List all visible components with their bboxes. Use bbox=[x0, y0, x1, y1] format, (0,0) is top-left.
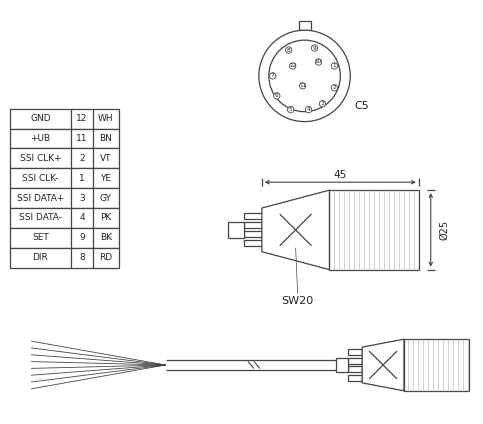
Bar bbox=[228, 222, 244, 238]
Circle shape bbox=[269, 40, 341, 112]
Text: 9: 9 bbox=[313, 46, 316, 50]
Text: SW20: SW20 bbox=[282, 296, 314, 307]
Bar bbox=[10, 248, 119, 268]
Bar bbox=[348, 357, 362, 363]
Circle shape bbox=[331, 63, 338, 69]
Circle shape bbox=[305, 106, 312, 113]
Text: 1: 1 bbox=[333, 64, 336, 68]
Text: 2: 2 bbox=[79, 154, 85, 163]
Text: 3: 3 bbox=[79, 194, 85, 203]
Circle shape bbox=[315, 59, 322, 65]
Text: DIR: DIR bbox=[32, 253, 48, 262]
Bar bbox=[348, 366, 362, 372]
Text: 5: 5 bbox=[289, 107, 293, 112]
Text: SSI DATA-: SSI DATA- bbox=[19, 213, 62, 223]
Circle shape bbox=[299, 83, 306, 89]
Bar bbox=[10, 128, 119, 148]
Text: 9: 9 bbox=[79, 233, 85, 243]
Text: SSI CLK+: SSI CLK+ bbox=[19, 154, 61, 163]
Text: 6: 6 bbox=[275, 93, 279, 98]
Bar bbox=[244, 223, 262, 229]
Circle shape bbox=[319, 100, 326, 107]
Text: 11: 11 bbox=[299, 84, 306, 88]
Bar bbox=[244, 240, 262, 246]
Text: PK: PK bbox=[100, 213, 112, 223]
Text: WH: WH bbox=[98, 114, 114, 123]
Bar bbox=[336, 358, 348, 372]
Text: 12: 12 bbox=[76, 114, 88, 123]
Text: 1: 1 bbox=[79, 174, 85, 183]
Bar bbox=[10, 228, 119, 248]
Text: 12: 12 bbox=[289, 64, 297, 68]
Text: 8: 8 bbox=[287, 47, 291, 53]
Bar bbox=[10, 109, 119, 128]
Text: SSI CLK-: SSI CLK- bbox=[22, 174, 58, 183]
Bar bbox=[348, 349, 362, 354]
Text: SET: SET bbox=[32, 233, 49, 243]
Text: GY: GY bbox=[100, 194, 112, 203]
Circle shape bbox=[270, 73, 276, 79]
Bar bbox=[10, 188, 119, 208]
Text: Ø25: Ø25 bbox=[440, 220, 450, 240]
Text: BK: BK bbox=[100, 233, 112, 243]
Text: BN: BN bbox=[99, 134, 113, 143]
Bar bbox=[298, 21, 311, 30]
Circle shape bbox=[312, 45, 318, 51]
Bar bbox=[10, 208, 119, 228]
Text: YE: YE bbox=[100, 174, 112, 183]
Bar bbox=[348, 375, 362, 381]
Bar bbox=[10, 148, 119, 168]
Text: +UB: +UB bbox=[30, 134, 50, 143]
Text: 4: 4 bbox=[79, 213, 85, 223]
Bar bbox=[404, 339, 469, 391]
Text: 7: 7 bbox=[271, 73, 275, 78]
Circle shape bbox=[285, 47, 292, 53]
Text: GND: GND bbox=[30, 114, 51, 123]
Bar bbox=[244, 232, 262, 237]
Text: 3: 3 bbox=[321, 101, 325, 106]
Text: 11: 11 bbox=[76, 134, 88, 143]
Text: 4: 4 bbox=[307, 107, 311, 112]
Text: RD: RD bbox=[99, 253, 113, 262]
Polygon shape bbox=[362, 339, 404, 391]
Circle shape bbox=[273, 92, 280, 99]
Circle shape bbox=[259, 30, 350, 122]
Text: 8: 8 bbox=[79, 253, 85, 262]
Bar bbox=[10, 168, 119, 188]
Text: 10: 10 bbox=[315, 59, 322, 64]
Polygon shape bbox=[262, 190, 329, 270]
Bar bbox=[244, 214, 262, 220]
Circle shape bbox=[287, 106, 294, 113]
Text: 2: 2 bbox=[332, 85, 336, 90]
Text: C5: C5 bbox=[354, 101, 369, 111]
Circle shape bbox=[289, 63, 296, 69]
Bar bbox=[329, 190, 419, 270]
Text: 45: 45 bbox=[334, 170, 347, 180]
Circle shape bbox=[331, 85, 338, 91]
Text: SSI DATA+: SSI DATA+ bbox=[16, 194, 64, 203]
Text: VT: VT bbox=[100, 154, 112, 163]
